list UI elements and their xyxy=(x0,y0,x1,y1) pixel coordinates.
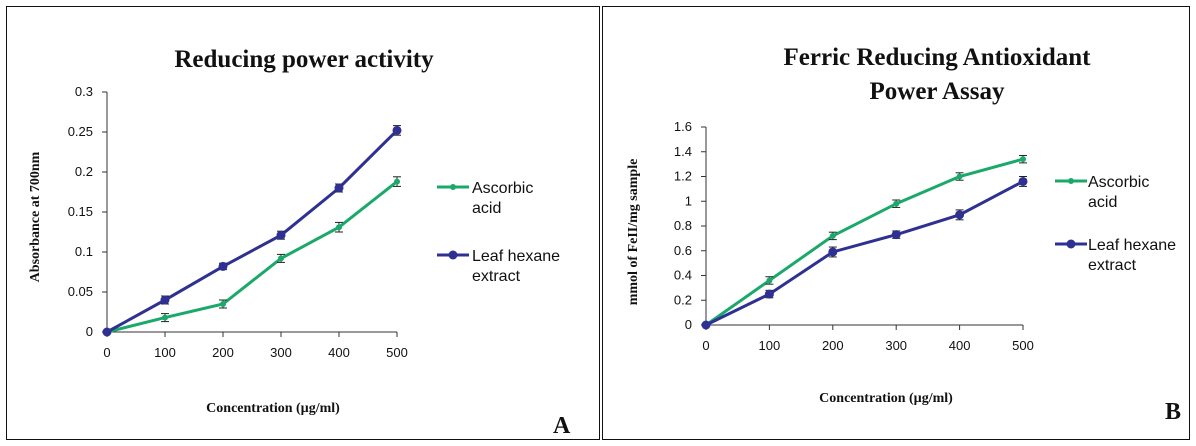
legend-swatch-marker xyxy=(448,250,458,260)
x-tick-label: 400 xyxy=(328,345,350,360)
legend-label: Leaf hexane xyxy=(1088,237,1176,254)
y-axis-label: Absorbance at 700nm xyxy=(28,151,43,282)
x-tick-label: 0 xyxy=(103,345,110,360)
y-tick-label: 0.4 xyxy=(674,268,692,283)
data-point xyxy=(392,125,402,135)
legend-label: extract xyxy=(1088,257,1137,274)
data-point xyxy=(394,178,400,185)
series-line xyxy=(705,180,1024,327)
data-point xyxy=(764,289,774,299)
data-point xyxy=(336,224,342,231)
x-tick-label: 500 xyxy=(1012,338,1034,353)
chart-a-svg: Reducing power activity 0 0.05 0.1 0.15 0.2 0.… xyxy=(28,46,571,439)
x-tick-label: 300 xyxy=(270,345,292,360)
x-axis-label: Concentration (µg/ml) xyxy=(206,401,340,416)
data-point xyxy=(891,230,901,240)
data-point xyxy=(956,173,963,180)
y-tick-label: 1.4 xyxy=(674,144,692,159)
y-tick-label: 1 xyxy=(685,193,692,208)
data-point xyxy=(893,200,900,207)
x-tick-label: 500 xyxy=(386,345,408,360)
x-tick-label: 100 xyxy=(154,345,176,360)
x-tick-label: 200 xyxy=(822,338,844,353)
y-tick-label: 0.05 xyxy=(68,284,93,299)
legend-label: Ascorbic xyxy=(1088,174,1149,191)
x-tick-label: 200 xyxy=(212,345,234,360)
panel-letter: A xyxy=(553,413,571,439)
legend-label: acid xyxy=(1088,194,1117,211)
y-tick-label: 0.6 xyxy=(674,243,692,258)
y-tick-label: 0.3 xyxy=(75,84,93,99)
chart-panel-b: Ferric Reducing Antioxidant Power Assay 0 0… xyxy=(602,6,1190,440)
y-tick-label: 0.8 xyxy=(674,218,692,233)
chart-title: Power Assay xyxy=(870,78,1005,105)
chart-title: Reducing power activity xyxy=(174,46,434,73)
y-tick-label: 1.2 xyxy=(674,169,692,184)
y-tick-label: 0.2 xyxy=(674,292,692,307)
series-line xyxy=(106,180,398,334)
y-axis-label: mmol of FeII/mg sample xyxy=(626,159,641,306)
legend-swatch-marker xyxy=(1068,178,1074,184)
data-point xyxy=(220,301,226,307)
data-point xyxy=(278,255,284,262)
y-tick-label: 0.25 xyxy=(68,124,93,139)
data-point xyxy=(955,210,965,220)
y-tick-label: 0 xyxy=(685,317,692,332)
y-tick-label: 1.6 xyxy=(674,119,692,134)
data-point xyxy=(334,183,344,193)
data-point xyxy=(766,277,773,284)
x-tick-label: 400 xyxy=(949,338,971,353)
chart-panel-a: Reducing power activity 0 0.05 0.1 0.15 0.2 0.… xyxy=(6,6,600,440)
data-point xyxy=(218,261,228,271)
data-point xyxy=(162,314,168,321)
legend-label: Ascorbic xyxy=(472,180,533,197)
legend-label: acid xyxy=(472,200,501,217)
data-point xyxy=(1020,156,1026,163)
series-line xyxy=(106,129,399,334)
legend-swatch-marker xyxy=(450,184,456,190)
legend-label: extract xyxy=(472,268,521,285)
y-tick-label: 0.15 xyxy=(68,204,93,219)
data-point xyxy=(701,320,711,330)
x-tick-label: 100 xyxy=(759,338,781,353)
series-line xyxy=(705,157,1024,327)
y-tick-label: 0.2 xyxy=(75,164,93,179)
data-point xyxy=(1018,176,1028,186)
y-tick-label: 0.1 xyxy=(75,244,93,259)
data-point xyxy=(102,327,112,337)
legend-swatch-marker xyxy=(1066,239,1076,249)
x-tick-label: 300 xyxy=(885,338,907,353)
data-point xyxy=(276,230,286,240)
data-point xyxy=(160,295,170,305)
chart-title: Ferric Reducing Antioxidant xyxy=(784,44,1092,71)
data-point xyxy=(828,247,838,257)
x-axis-label: Concentration (µg/ml) xyxy=(819,391,953,406)
x-tick-label: 0 xyxy=(702,338,709,353)
panel-letter: B xyxy=(1165,399,1181,425)
data-point xyxy=(829,232,836,239)
legend-label: Leaf hexane xyxy=(472,248,560,265)
y-tick-label: 0 xyxy=(86,324,93,339)
